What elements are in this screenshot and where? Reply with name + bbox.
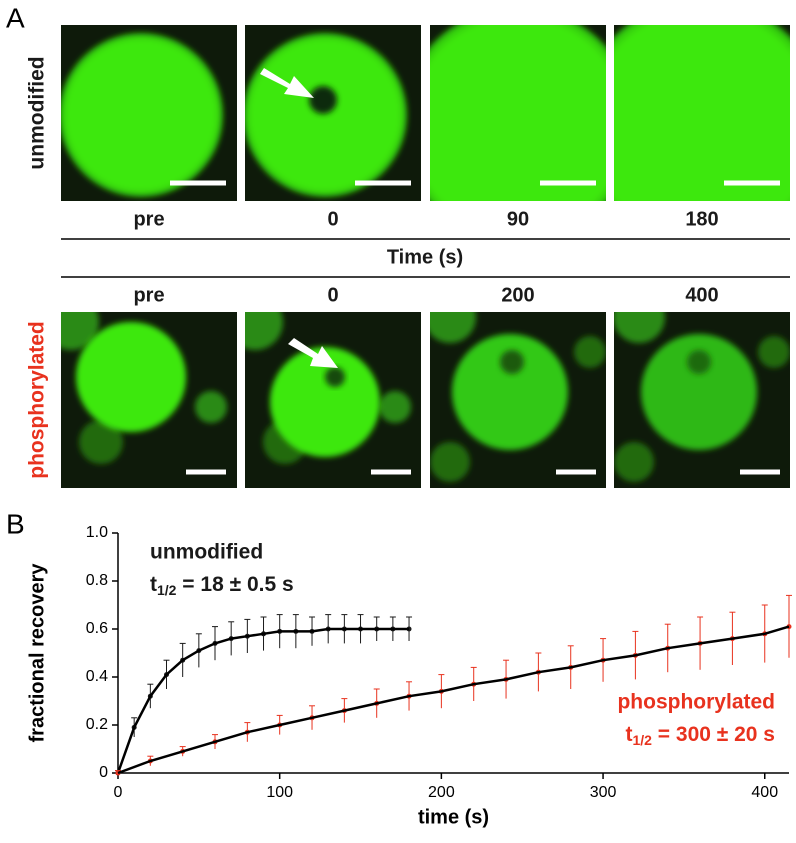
time-label: pre	[133, 284, 164, 306]
image-row	[61, 312, 790, 488]
x-axis-label: time (s)	[418, 806, 489, 828]
micrograph	[61, 25, 237, 201]
annotation: t1/2 = 18 ± 0.5 s	[150, 573, 294, 598]
panel-label: B	[6, 508, 25, 539]
micrograph	[614, 25, 790, 201]
micrograph	[430, 312, 606, 488]
annotation: phosphorylated	[617, 691, 775, 714]
annotation-part: = 300 ± 20 s	[652, 723, 775, 746]
row-label: unmodified	[26, 56, 49, 169]
time-label: 180	[685, 208, 718, 230]
x-tick-label: 300	[590, 784, 617, 801]
annotation-part: t	[625, 723, 632, 746]
annotation: unmodified	[150, 541, 263, 564]
time-label: 200	[501, 284, 534, 306]
annotation-part: = 18 ± 0.5 s	[176, 573, 293, 596]
time-label: 400	[685, 284, 718, 306]
time-label: 90	[507, 208, 529, 230]
annotation-subscript: 1/2	[157, 582, 177, 598]
x-tick-label: 400	[751, 784, 778, 801]
x-tick-label: 0	[114, 784, 123, 801]
y-axis-label: fractional recovery	[26, 563, 48, 743]
y-tick-label: 0.6	[86, 620, 108, 637]
y-tick-label: 0.2	[86, 716, 108, 733]
time-label: 0	[327, 284, 338, 306]
x-tick-label: 200	[428, 784, 455, 801]
panel-label: A	[6, 2, 25, 33]
fit-line	[116, 627, 410, 774]
fit-line	[117, 625, 790, 775]
arrows	[260, 68, 338, 368]
y-tick-label: 1.0	[86, 524, 108, 541]
micrograph	[245, 25, 421, 201]
micrograph	[61, 312, 237, 488]
image-row	[61, 25, 790, 201]
x-tick-label: 100	[266, 784, 293, 801]
micrograph	[245, 312, 421, 488]
y-tick-label: 0.4	[86, 668, 108, 685]
y-tick-label: 0	[99, 764, 108, 781]
y-tick-label: 0.8	[86, 572, 108, 589]
annotation-subscript: 1/2	[632, 732, 652, 748]
micrograph	[614, 312, 790, 488]
time-label: 0	[327, 208, 338, 230]
micrograph	[430, 25, 606, 201]
annotation-part: t	[150, 573, 157, 596]
row-label: phosphorylated	[26, 321, 49, 479]
time-label: pre	[133, 208, 164, 230]
scale-bars	[170, 180, 780, 475]
axis-label: Time (s)	[387, 246, 463, 268]
annotation: t1/2 = 300 ± 20 s	[625, 723, 775, 748]
